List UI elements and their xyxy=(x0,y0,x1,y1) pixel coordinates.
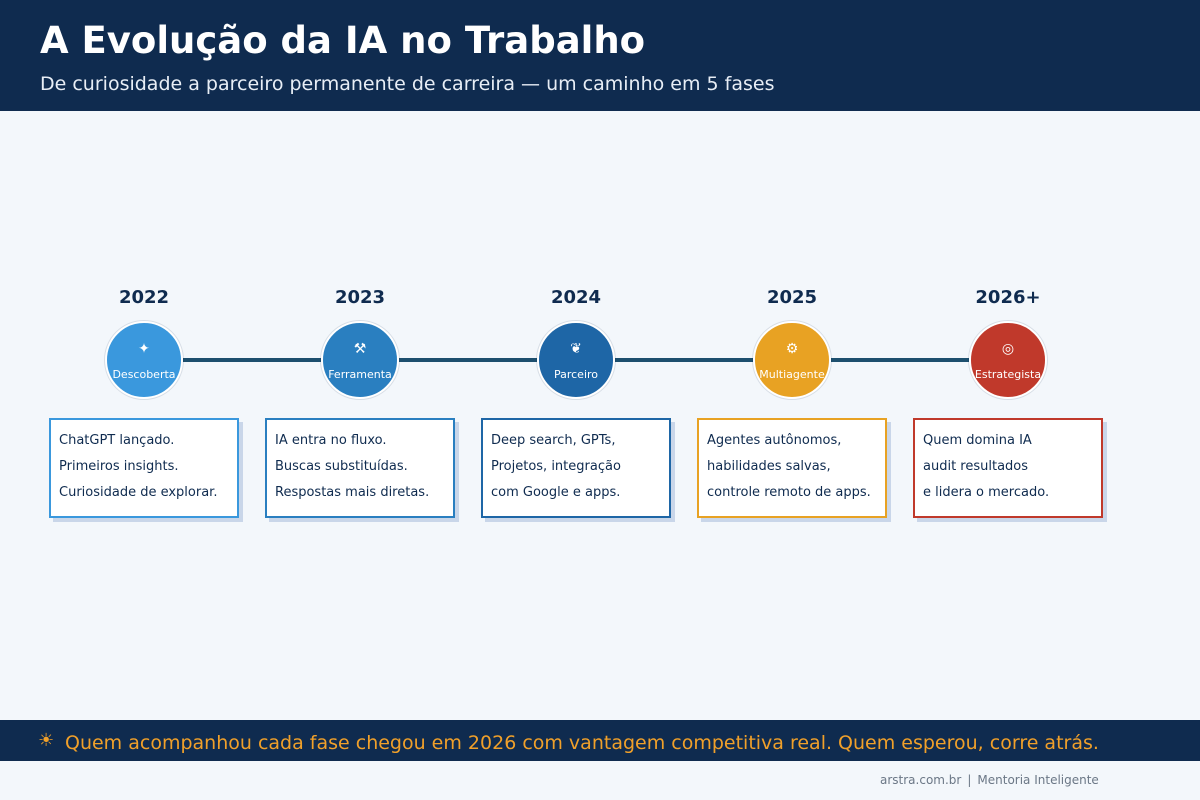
phase-node: ⚙ Multiagente xyxy=(753,321,831,399)
phase-card: Deep search, GPTs, Projetos, integração co… xyxy=(481,418,671,518)
phase-card: Quem domina IA audit resultados e lidera o… xyxy=(913,418,1103,518)
phase-card-line: Projetos, integração xyxy=(491,459,621,474)
timeline-connector xyxy=(399,358,537,362)
timeline-connector xyxy=(831,358,969,362)
phase-card-line: Deep search, GPTs, xyxy=(491,433,616,448)
credits-brand: Mentoria Inteligente xyxy=(977,773,1099,787)
phase-year: 2023 xyxy=(334,287,386,308)
phase-label: Multiagente xyxy=(759,368,825,381)
phase-label: Estrategista xyxy=(974,368,1042,381)
phase-card-line: audit resultados xyxy=(923,459,1029,474)
phase-card-line: Agentes autônomos, xyxy=(707,433,842,448)
phase-card-line: Buscas substituídas. xyxy=(275,459,408,474)
target-icon: ◎ xyxy=(1001,341,1015,357)
phase-card-line: Quem domina IA xyxy=(923,433,1032,448)
footer-banner: ☀ Quem acompanhou cada fase chegou em 20… xyxy=(0,720,1200,761)
phase-card-line: controle remoto de apps. xyxy=(707,485,871,500)
timeline-connector xyxy=(183,358,321,362)
phase-label: Parceiro xyxy=(553,368,599,381)
phase-year: 2024 xyxy=(550,287,602,308)
phase-card-line: com Google e apps. xyxy=(491,485,621,500)
tool-icon: ⚒ xyxy=(353,341,367,357)
robot-icon: ⚙ xyxy=(785,341,799,357)
phase-year: 2022 xyxy=(118,287,170,308)
phase-card-line: e lidera o mercado. xyxy=(923,485,1050,500)
credits: arstra.com.br | Mentoria Inteligente xyxy=(880,772,1099,788)
phase-card-line: habilidades salvas, xyxy=(707,459,831,474)
phase-year: 2025 xyxy=(766,287,818,308)
lightbulb-icon: ☀ xyxy=(38,730,55,751)
credits-separator: | xyxy=(967,773,972,787)
phase-card-line: Primeiros insights. xyxy=(59,459,179,474)
phase-node: ◎ Estrategista xyxy=(969,321,1047,399)
phase-node: ✦ Descoberta xyxy=(105,321,183,399)
timeline-connector xyxy=(615,358,753,362)
phase-card-line: IA entra no fluxo. xyxy=(275,433,387,448)
phase-card: IA entra no fluxo. Buscas substituídas. Re… xyxy=(265,418,455,518)
phase-card-line: Respostas mais diretas. xyxy=(275,485,430,500)
phase-card: ChatGPT lançado. Primeiros insights. Curio… xyxy=(49,418,239,518)
credits-site: arstra.com.br xyxy=(880,773,962,787)
header-banner: A Evolução da IA no Trabalho De curiosid… xyxy=(0,0,1200,111)
handshake-icon: ❦ xyxy=(570,341,582,357)
phase-label: Ferramenta xyxy=(328,368,392,381)
phase-node: ❦ Parceiro xyxy=(537,321,615,399)
phase-card-line: Curiosidade de explorar. xyxy=(59,485,218,500)
phase-year: 2026+ xyxy=(975,287,1041,308)
phase-card-line: ChatGPT lançado. xyxy=(59,433,175,448)
page-title: A Evolução da IA no Trabalho xyxy=(40,19,646,62)
phase-card: Agentes autônomos, habilidades salvas, con… xyxy=(697,418,887,518)
page-subtitle: De curiosidade a parceiro permanente de … xyxy=(40,73,775,95)
phase-label: Descoberta xyxy=(112,368,176,381)
footer-message: Quem acompanhou cada fase chegou em 2026… xyxy=(65,732,1099,754)
sparkle-icon: ✦ xyxy=(138,341,150,357)
phase-node: ⚒ Ferramenta xyxy=(321,321,399,399)
